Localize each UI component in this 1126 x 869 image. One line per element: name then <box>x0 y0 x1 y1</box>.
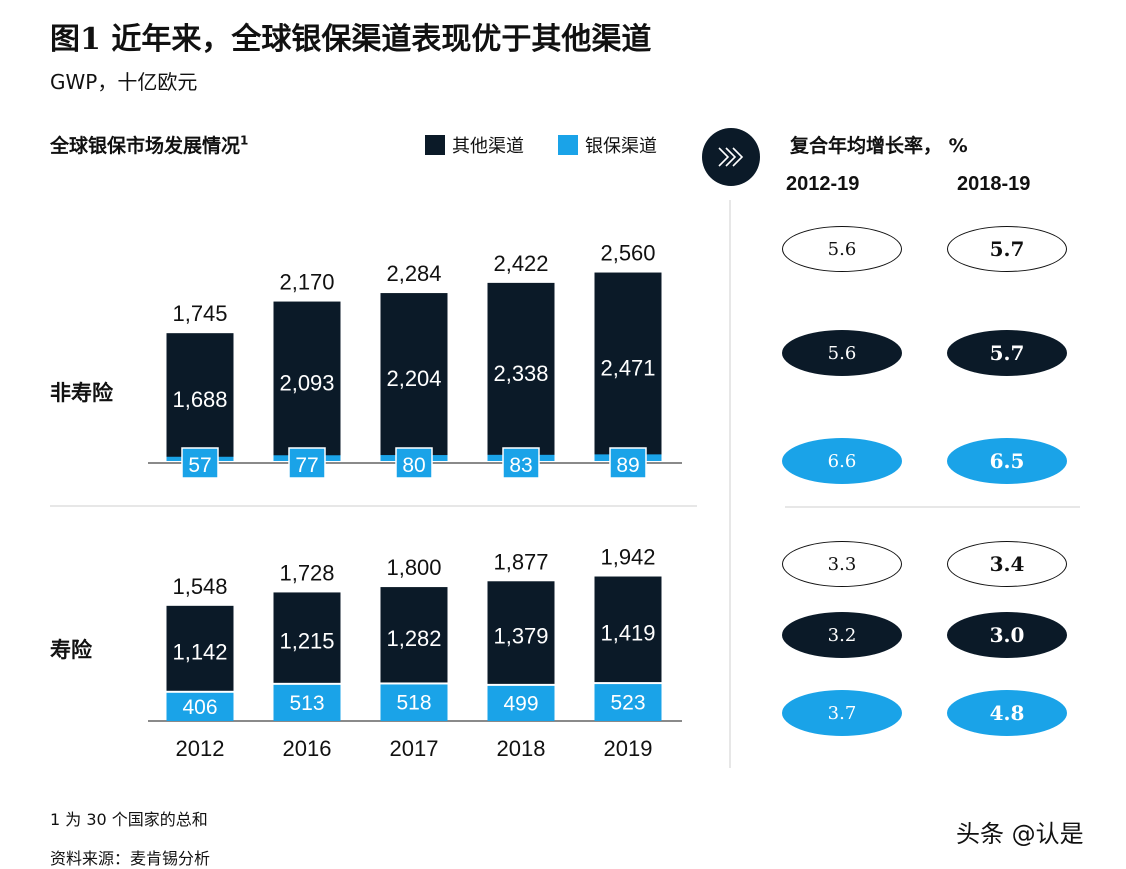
life-other-label-2017: 1,282 <box>386 626 441 651</box>
x-tick-2019: 2019 <box>604 736 653 761</box>
watermark: 头条 @认是 <box>956 820 1084 848</box>
unit-label: GWP，十亿欧元 <box>50 70 198 94</box>
footnote-mark: 1 <box>240 133 249 148</box>
nonlife-total-label-2018: 2,422 <box>493 251 548 276</box>
row-label-nonlife: 非寿险 <box>50 381 113 405</box>
nonlife-other-label-2012: 1,688 <box>172 387 227 412</box>
legend-swatch-banca <box>558 135 578 155</box>
footnote-1: 1 为 30 个国家的总和 <box>50 810 208 829</box>
cagr-title: 复合年均增长率， % <box>790 135 968 157</box>
x-tick-2012: 2012 <box>176 736 225 761</box>
life-total-label-2018: 1,877 <box>493 549 548 574</box>
nonlife-banca-label-2019: 89 <box>616 454 639 477</box>
x-tick-2016: 2016 <box>283 736 332 761</box>
cagr-life-banca-period2: 4.8 <box>947 690 1067 736</box>
life-other-label-2018: 1,379 <box>493 624 548 649</box>
life-total-label-2019: 1,942 <box>600 545 655 570</box>
life-bar-banca-2019 <box>594 684 662 721</box>
life-bar-banca-2017 <box>380 684 448 721</box>
x-tick-2018: 2018 <box>497 736 546 761</box>
nonlife-banca-label-box-2016 <box>288 447 326 479</box>
nonlife-bar-other-2012 <box>166 333 234 459</box>
nonlife-bar-other-2018 <box>487 282 555 457</box>
nonlife-other-label-2017: 2,204 <box>386 366 441 391</box>
cagr-life-other-period2: 3.0 <box>947 612 1067 658</box>
nonlife-banca-label-box-2017 <box>395 447 433 479</box>
life-total-label-2017: 1,800 <box>386 555 441 580</box>
life-total-label-2016: 1,728 <box>279 560 334 585</box>
life-bar-other-2018 <box>487 581 555 684</box>
life-bar-other-2017 <box>380 587 448 683</box>
life-banca-label-2018: 499 <box>503 692 538 715</box>
life-banca-label-2012: 406 <box>182 696 217 719</box>
nonlife-banca-label-2016: 77 <box>295 454 318 477</box>
life-banca-label-2017: 518 <box>396 692 431 715</box>
chevrons-right-icon <box>702 128 760 186</box>
nonlife-total-label-2016: 2,170 <box>279 270 334 295</box>
nonlife-total-label-2017: 2,284 <box>386 261 441 286</box>
nonlife-banca-label-box-2012 <box>181 447 219 479</box>
nonlife-other-label-2016: 2,093 <box>279 370 334 395</box>
life-bar-banca-2018 <box>487 685 555 721</box>
cagr-nonlife-other-period1: 5.6 <box>782 330 902 376</box>
life-total-label-2012: 1,548 <box>172 574 227 599</box>
nonlife-bar-other-2016 <box>273 301 341 458</box>
source-note: 资料来源：麦肯锡分析 <box>50 849 211 868</box>
nonlife-total-label-2019: 2,560 <box>600 241 655 266</box>
life-bar-other-2016 <box>273 592 341 683</box>
nonlife-bar-other-2017 <box>380 293 448 458</box>
life-bar-banca-2012 <box>166 692 234 721</box>
life-other-label-2016: 1,215 <box>279 629 334 654</box>
life-other-label-2019: 1,419 <box>600 620 655 645</box>
cagr-nonlife-banca-period2: 6.5 <box>947 438 1067 484</box>
nonlife-bar-other-2019 <box>594 272 662 457</box>
life-banca-label-2019: 523 <box>610 692 645 715</box>
cagr-life-total-period1: 3.3 <box>782 541 902 587</box>
section-title: 全球银保市场发展情况1 <box>50 131 248 158</box>
nonlife-banca-label-2017: 80 <box>402 454 425 477</box>
legend-label-other: 其他渠道 <box>452 136 524 157</box>
cagr-life-banca-period1: 3.7 <box>782 690 902 736</box>
nonlife-banca-label-box-2018 <box>502 447 540 479</box>
cagr-nonlife-banca-period1: 6.6 <box>782 438 902 484</box>
nonlife-total-label-2012: 1,745 <box>172 301 227 326</box>
cagr-nonlife-total-period1: 5.6 <box>782 226 902 272</box>
legend-label-banca: 银保渠道 <box>585 136 657 157</box>
cagr-life-total-period2: 3.4 <box>947 541 1067 587</box>
nonlife-banca-label-2012: 57 <box>188 454 211 477</box>
section-title-text: 全球银保市场发展情况 <box>50 135 241 157</box>
page-title: 图1 近年来，全球银保渠道表现优于其他渠道 <box>50 22 652 57</box>
cagr-period-2: 2018-19 <box>957 173 1031 195</box>
nonlife-banca-label-2018: 83 <box>509 454 532 477</box>
nonlife-other-label-2019: 2,471 <box>600 355 655 380</box>
x-tick-2017: 2017 <box>390 736 439 761</box>
life-other-label-2012: 1,142 <box>172 639 227 664</box>
cagr-nonlife-total-period2: 5.7 <box>947 226 1067 272</box>
nonlife-other-label-2018: 2,338 <box>493 361 548 386</box>
row-label-life: 寿险 <box>50 638 92 662</box>
life-bar-other-2012 <box>166 605 234 691</box>
life-banca-label-2016: 513 <box>289 692 324 715</box>
cagr-nonlife-other-period2: 5.7 <box>947 330 1067 376</box>
legend-swatch-other <box>425 135 445 155</box>
nonlife-banca-label-box-2019 <box>609 447 647 479</box>
cagr-period-1: 2012-19 <box>786 173 860 195</box>
life-bar-other-2019 <box>594 576 662 683</box>
life-bar-banca-2016 <box>273 684 341 721</box>
cagr-life-other-period1: 3.2 <box>782 612 902 658</box>
